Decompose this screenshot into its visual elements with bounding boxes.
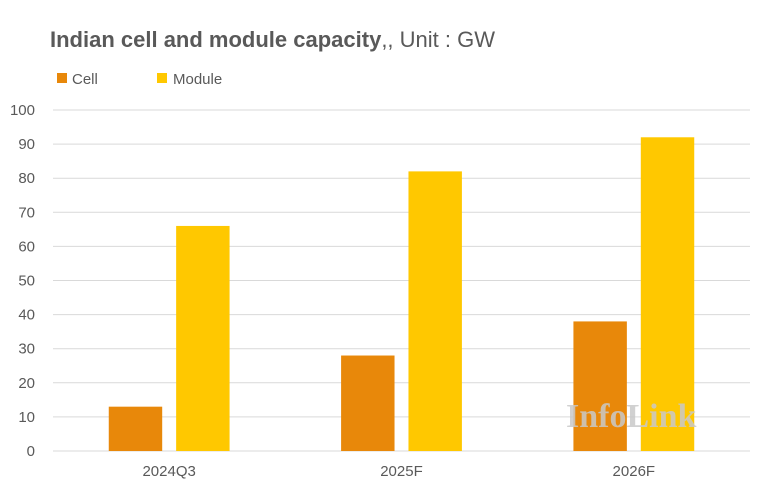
y-tick-label: 40 (18, 307, 35, 324)
x-tick-label: 2025F (380, 463, 423, 480)
legend-swatch-module (157, 73, 167, 83)
legend-swatch-cell (57, 73, 67, 83)
y-tick-label: 20 (18, 375, 35, 392)
x-tick-label: 2024Q3 (142, 463, 195, 480)
gridlines (53, 109, 750, 452)
y-tick-label: 90 (18, 136, 35, 153)
y-tick-label: 100 (10, 102, 35, 119)
legend: Cell Module (57, 71, 222, 88)
chart-title-main: Indian cell and module capacity (50, 27, 382, 52)
bar-cell-2024q3 (108, 406, 163, 451)
y-tick-label: 60 (18, 238, 35, 255)
bar-cell-2026f (573, 321, 627, 451)
chart-title: Indian cell and module capacity,, Unit :… (50, 27, 495, 52)
y-tick-label: 70 (18, 204, 35, 221)
bar-cell-2025f (341, 355, 395, 451)
bar-module-2025f (408, 171, 462, 451)
chart-title-unit: ,, Unit : GW (381, 27, 495, 52)
watermark: InfoLink (566, 398, 696, 435)
y-tick-label: 30 (18, 341, 35, 358)
legend-label-cell: Cell (72, 71, 98, 88)
x-tick-label: 2026F (613, 463, 656, 480)
y-tick-label: 10 (18, 409, 35, 426)
bars (108, 137, 695, 451)
y-tick-label: 0 (27, 443, 35, 460)
y-tick-label: 80 (18, 170, 35, 187)
bar-module-2026f (640, 137, 695, 451)
legend-label-module: Module (173, 71, 222, 88)
x-axis-ticks: 2024Q3 2025F 2026F (142, 463, 655, 480)
y-axis-ticks: 0 10 20 30 40 50 60 70 80 90 100 (10, 102, 35, 460)
y-tick-label: 50 (18, 273, 35, 290)
bar-module-2024q3 (176, 225, 230, 451)
